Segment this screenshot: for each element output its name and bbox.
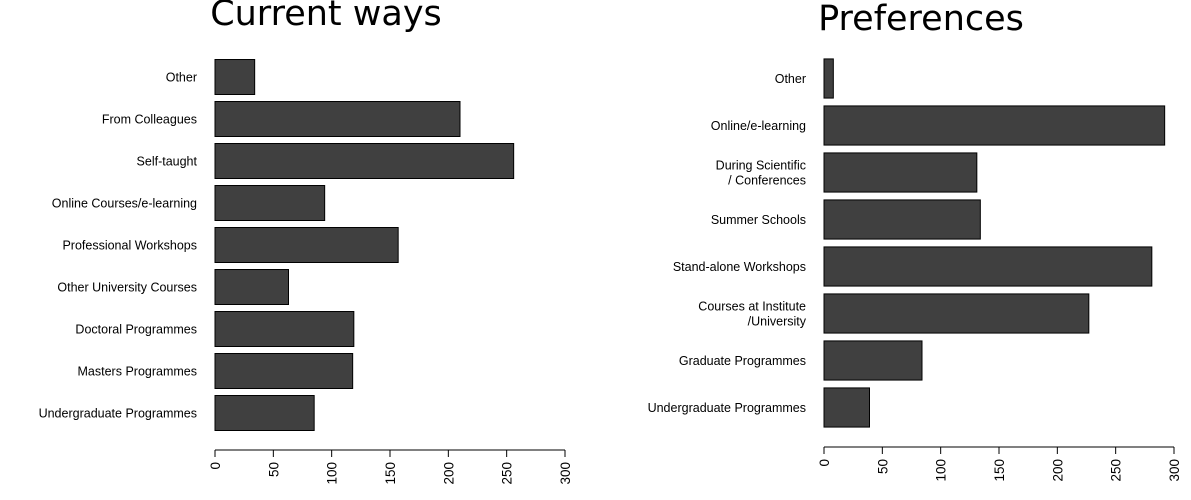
preferences-x-tick-label: 100 [934, 459, 949, 482]
current-ways-x-tick-label: 0 [208, 462, 223, 470]
preferences-category-label: During Scientific / Conferences [716, 159, 806, 188]
current-ways-x-tick-label: 200 [441, 462, 456, 485]
current-ways-category-label: From Colleagues [102, 113, 197, 127]
current-ways-category-label: Undergraduate Programmes [39, 407, 197, 421]
current-ways-x-tick-label: 150 [383, 462, 398, 485]
current-ways-bar [214, 311, 355, 348]
preferences-title: Preferences [818, 0, 1024, 39]
preferences-x-tick-label: 200 [1050, 459, 1065, 482]
current-ways-title: Current ways [210, 0, 442, 34]
current-ways-x-tick-label: 100 [325, 462, 340, 485]
current-ways-bar [214, 59, 256, 95]
current-ways-category-label: Other University Courses [57, 281, 197, 295]
current-ways-bar [214, 353, 354, 390]
preferences-category-label: Courses at Institute/University [698, 300, 806, 329]
preferences-bar [823, 340, 923, 381]
current-ways-category-label: Doctoral Programmes [75, 323, 197, 337]
current-ways-bar [214, 395, 315, 432]
current-ways-category-label: Online Courses/e-learning [52, 197, 197, 211]
preferences-bar [823, 246, 1153, 287]
preferences-x-tick-label: 300 [1167, 459, 1182, 482]
preferences-bar [823, 293, 1090, 334]
preferences-x-tick-label: 250 [1109, 459, 1124, 482]
current-ways-category-label: Professional Workshops [62, 239, 197, 253]
current-ways-bar [214, 101, 461, 138]
preferences-x-tick-label: 50 [875, 459, 890, 474]
preferences-category-label: Stand-alone Workshops [673, 260, 806, 274]
preferences-category-label: Other [775, 72, 806, 86]
current-ways-x-tick-label: 50 [266, 462, 281, 477]
preferences-bar [823, 152, 978, 193]
preferences-category-label: Online/e-learning [711, 119, 806, 133]
current-ways-category-label: Other [166, 71, 197, 85]
preferences-category-label: Graduate Programmes [679, 354, 806, 368]
preferences-x-tick-label: 150 [992, 459, 1007, 482]
preferences-x-tick-label: 0 [817, 459, 832, 467]
preferences-panel: Preferences Undergraduate Programmes Gradu… [648, 0, 1182, 482]
preferences-bar [823, 199, 981, 240]
current-ways-bar [214, 185, 326, 221]
current-ways-category-label: Self-taught [137, 155, 198, 169]
preferences-bar [823, 105, 1166, 146]
preferences-category-label: Undergraduate Programmes [648, 401, 806, 415]
current-ways-category-label: Masters Programmes [78, 365, 197, 379]
current-ways-x-tick-label: 250 [500, 462, 515, 485]
current-ways-bar [214, 269, 289, 306]
current-ways-panel: Current ways Undergraduate Programmes Mast… [39, 0, 573, 485]
current-ways-bar [214, 227, 399, 263]
preferences-bar [823, 387, 870, 428]
preferences-category-label: Summer Schools [711, 213, 806, 227]
current-ways-bar [214, 143, 515, 179]
current-ways-x-tick-label: 300 [558, 462, 573, 485]
preferences-bar [823, 58, 834, 99]
